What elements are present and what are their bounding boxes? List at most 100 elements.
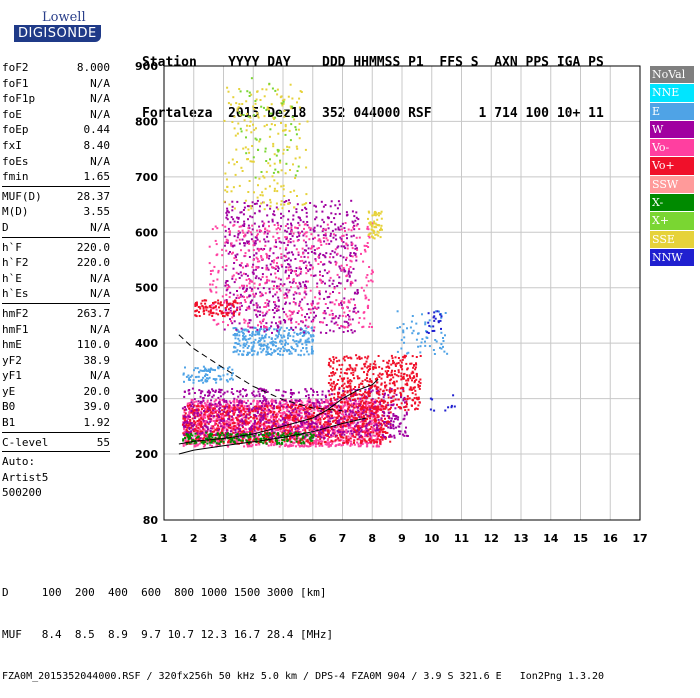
echo-point [308, 338, 310, 340]
echo-point [270, 273, 272, 275]
echo-point [287, 252, 289, 254]
echo-point [346, 441, 348, 443]
echo-point [382, 360, 384, 362]
echo-point [391, 418, 393, 420]
echo-point [191, 401, 193, 403]
echo-point [319, 405, 321, 407]
echo-point [206, 438, 208, 440]
echo-point [191, 410, 193, 412]
echo-point [231, 388, 233, 390]
echo-point [390, 364, 392, 366]
echo-point [378, 397, 380, 399]
echo-point [306, 313, 308, 315]
echo-point [183, 396, 185, 398]
echo-point [263, 344, 265, 346]
echo-point [352, 394, 354, 396]
echo-point [344, 383, 346, 385]
echo-point [327, 296, 329, 298]
echo-point [400, 366, 402, 368]
echo-point [348, 414, 350, 416]
echo-point [350, 252, 352, 254]
echo-point [355, 211, 357, 213]
echo-point [236, 437, 238, 439]
echo-point [287, 415, 289, 417]
echo-point [309, 429, 311, 431]
echo-point [315, 216, 317, 218]
echo-point [200, 425, 202, 427]
echo-point [389, 441, 391, 443]
echo-point [281, 340, 283, 342]
echo-point [352, 372, 354, 374]
echo-point [260, 339, 262, 341]
echo-point [341, 304, 343, 306]
echo-point [278, 411, 280, 413]
echo-point [264, 408, 266, 410]
echo-point [247, 405, 249, 407]
echo-point [261, 405, 263, 407]
echo-point [205, 434, 207, 436]
echo-point [287, 337, 289, 339]
echo-point [322, 391, 324, 393]
echo-point [259, 348, 261, 350]
echo-point [323, 423, 325, 425]
echo-point [195, 429, 197, 431]
echo-point [261, 402, 263, 404]
echo-point [235, 429, 237, 431]
echo-point [238, 218, 240, 220]
echo-point [295, 445, 297, 447]
echo-point [349, 433, 351, 435]
echo-point [305, 208, 307, 210]
echo-point [277, 297, 279, 299]
echo-point [384, 408, 386, 410]
x-tick-label: 14 [543, 532, 559, 545]
echo-point [291, 429, 293, 431]
echo-point [406, 435, 408, 437]
echo-point [338, 415, 340, 417]
echo-point [404, 398, 406, 400]
echo-point [285, 417, 287, 419]
echo-point [311, 353, 313, 355]
echo-point [183, 374, 185, 376]
echo-point [300, 350, 302, 352]
echo-point [263, 287, 265, 289]
y-tick-label: 200 [135, 448, 158, 461]
echo-point [363, 402, 365, 404]
echo-point [262, 419, 264, 421]
echo-point [361, 406, 363, 408]
echo-point [339, 396, 341, 398]
echo-point [347, 330, 349, 332]
echo-point [367, 403, 369, 405]
echo-point [336, 360, 338, 362]
echo-point [364, 440, 366, 442]
echo-point [377, 414, 379, 416]
echo-point [297, 419, 299, 421]
echo-point [205, 432, 207, 434]
echo-point [270, 263, 272, 265]
echo-point [204, 417, 206, 419]
echo-point [192, 418, 194, 420]
echo-point [268, 402, 270, 404]
x-tick-label: 10 [424, 532, 440, 545]
echo-point [308, 353, 310, 355]
echo-point [200, 380, 202, 382]
echo-point [418, 381, 420, 383]
echo-point [304, 422, 306, 424]
echo-point [327, 430, 329, 432]
echo-point [283, 311, 285, 313]
echo-point [358, 377, 360, 379]
echo-point [223, 441, 225, 443]
echo-point [303, 262, 305, 264]
echo-point [358, 386, 360, 388]
echo-point [358, 405, 360, 407]
echo-point [320, 419, 322, 421]
echo-point [366, 424, 368, 426]
echo-point [412, 372, 414, 374]
echo-point [289, 233, 291, 235]
echo-point [330, 240, 332, 242]
echo-point [235, 337, 237, 339]
echo-point [292, 410, 294, 412]
echo-point [259, 426, 261, 428]
echo-point [306, 212, 308, 214]
echo-point [271, 352, 273, 354]
echo-point [381, 378, 383, 380]
